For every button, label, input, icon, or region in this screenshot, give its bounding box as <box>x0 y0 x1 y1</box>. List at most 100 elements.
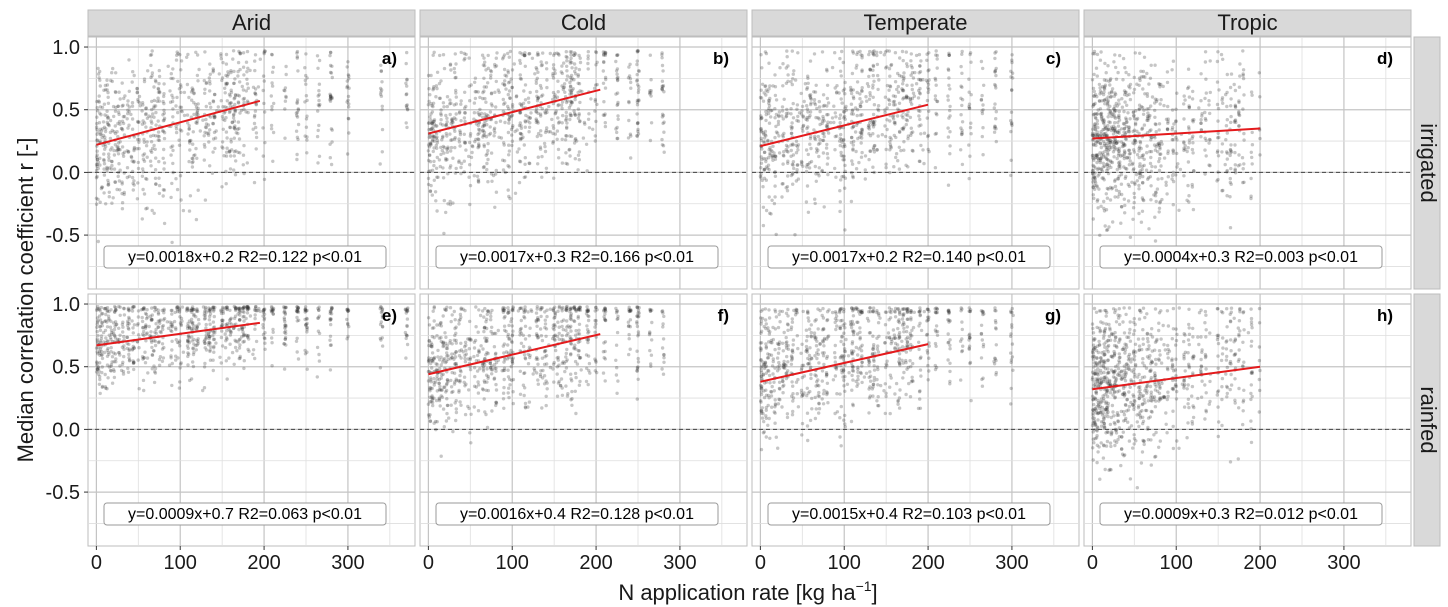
data-point <box>901 78 905 83</box>
data-point <box>229 88 233 92</box>
data-point <box>761 185 765 189</box>
data-point <box>959 132 964 137</box>
data-point <box>523 401 528 406</box>
data-point <box>1141 180 1145 185</box>
data-point <box>781 153 786 157</box>
data-point <box>540 154 544 159</box>
data-point <box>502 83 507 88</box>
data-point <box>1186 67 1191 71</box>
data-point <box>98 377 102 382</box>
data-point <box>253 113 257 118</box>
data-point <box>506 81 511 85</box>
data-point <box>186 363 190 367</box>
data-point <box>305 316 309 321</box>
data-point <box>246 66 250 71</box>
data-point <box>174 104 178 108</box>
data-point <box>444 122 449 127</box>
data-point <box>179 361 183 365</box>
data-point <box>473 76 478 80</box>
data-point <box>153 176 158 180</box>
data-point <box>813 102 818 107</box>
data-point <box>773 73 777 77</box>
data-point <box>295 55 299 59</box>
data-point <box>432 178 436 182</box>
data-point <box>427 145 432 149</box>
data-point <box>481 347 485 351</box>
data-point <box>1155 187 1160 191</box>
data-point <box>449 101 453 106</box>
data-point <box>535 119 540 124</box>
data-point <box>573 97 577 102</box>
data-point <box>304 73 308 78</box>
data-point <box>136 358 140 362</box>
data-point <box>559 377 564 381</box>
data-point <box>909 52 913 56</box>
data-point <box>104 127 108 131</box>
data-point <box>493 65 497 69</box>
data-point <box>627 99 631 104</box>
data-point <box>768 151 772 156</box>
data-point <box>244 316 248 321</box>
data-point <box>444 158 448 162</box>
data-point <box>967 176 971 181</box>
data-point <box>317 104 321 108</box>
data-point <box>100 320 104 325</box>
data-point <box>103 83 108 88</box>
data-point <box>242 96 247 101</box>
data-point <box>430 120 435 124</box>
data-point <box>195 110 199 115</box>
data-point <box>125 103 130 107</box>
data-point <box>935 66 939 70</box>
data-point <box>912 94 917 98</box>
data-point <box>813 164 817 169</box>
data-point <box>840 140 844 144</box>
data-point <box>137 387 141 391</box>
data-point <box>1128 117 1132 121</box>
data-point <box>1146 111 1150 115</box>
data-point <box>190 305 195 309</box>
data-point <box>211 309 216 313</box>
data-point <box>116 337 120 342</box>
data-point <box>481 96 485 101</box>
data-point <box>524 113 528 118</box>
data-point <box>305 138 309 142</box>
data-point <box>635 59 639 63</box>
data-point <box>1191 151 1195 155</box>
data-point <box>189 317 194 321</box>
data-point <box>551 126 556 130</box>
data-point <box>201 305 206 309</box>
data-point <box>849 112 854 116</box>
data-point <box>142 388 146 393</box>
data-point <box>1132 167 1136 171</box>
data-point <box>246 110 250 115</box>
data-point <box>271 159 275 163</box>
data-point <box>439 111 443 116</box>
data-point <box>1092 112 1096 117</box>
data-point <box>1099 111 1104 116</box>
data-point <box>842 87 847 91</box>
data-point <box>498 119 503 123</box>
data-point <box>429 143 433 147</box>
data-point <box>1165 70 1170 74</box>
data-point <box>228 94 232 98</box>
data-point <box>150 107 154 112</box>
data-point <box>804 169 809 174</box>
data-point <box>127 352 131 357</box>
data-point <box>296 122 301 127</box>
data-point <box>1115 156 1119 161</box>
data-point <box>429 142 433 146</box>
data-point <box>432 50 436 54</box>
data-point <box>538 112 543 116</box>
data-point <box>190 339 194 343</box>
data-point <box>1122 122 1127 126</box>
data-point <box>241 88 246 92</box>
data-point <box>222 154 226 158</box>
data-point <box>1113 179 1117 183</box>
data-point <box>405 50 409 55</box>
data-point <box>1133 122 1138 127</box>
data-point <box>454 102 458 106</box>
data-point <box>223 91 227 95</box>
data-point <box>523 125 527 129</box>
data-point <box>661 121 665 126</box>
data-point <box>565 64 569 69</box>
